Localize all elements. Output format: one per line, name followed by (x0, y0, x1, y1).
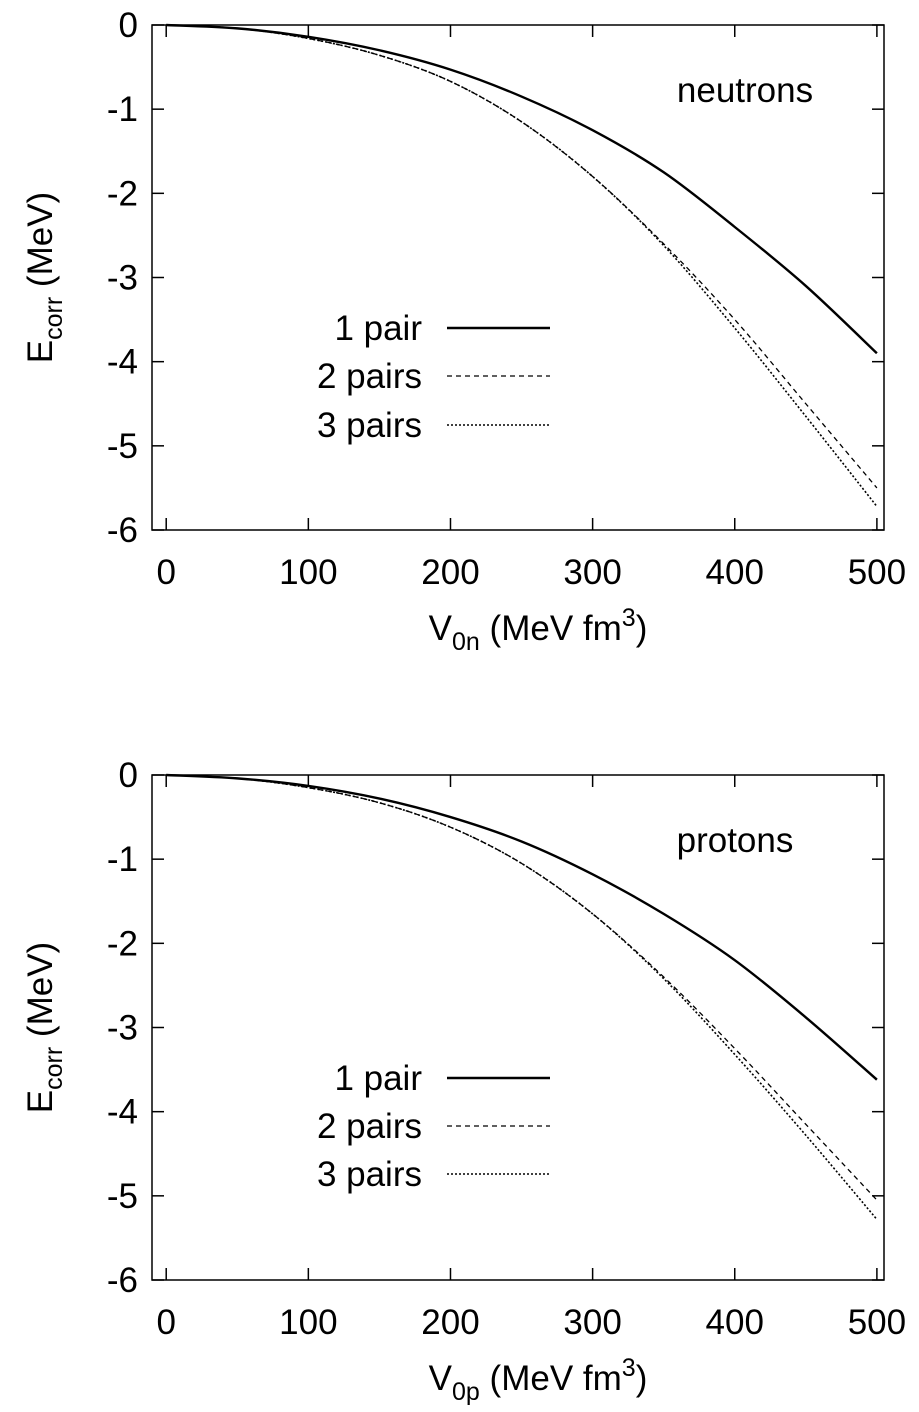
x-tick-label: 500 (848, 553, 906, 592)
x-tick-label: 400 (706, 1303, 764, 1342)
x-axis-label: V0n (MeV fm3) (429, 604, 648, 656)
y-axis-label-units: (MeV) (21, 942, 60, 1047)
x-tick-label: 300 (563, 553, 621, 592)
x-tick-label: 100 (279, 1303, 337, 1342)
y-tick-label: -1 (107, 840, 138, 879)
series-line-3-pairs (166, 774, 878, 1220)
legend-label: 3 pairs (317, 1155, 422, 1194)
y-axis-label: Ecorr (MeV) (21, 192, 68, 363)
x-tick-label: 500 (848, 1303, 906, 1342)
x-tick-label: 200 (421, 1303, 479, 1342)
x-tick-label: 100 (279, 553, 337, 592)
x-tick-label: 200 (421, 553, 479, 592)
legend-label: 1 pair (334, 309, 422, 348)
series-line-3-pairs (166, 24, 878, 507)
x-axis-label-main: V (429, 1359, 453, 1398)
x-axis-label-close: ) (636, 609, 648, 648)
y-axis-label-units: (MeV) (21, 192, 60, 297)
x-axis-label-close: ) (636, 1359, 648, 1398)
series-line-1-pair (166, 773, 878, 1081)
y-tick-label: -5 (107, 1177, 138, 1216)
y-tick-label: 0 (119, 756, 138, 795)
x-axis-label-superscript: 3 (622, 604, 636, 632)
x-tick-label: 400 (706, 553, 764, 592)
legend-label: 1 pair (334, 1059, 422, 1098)
y-tick-label: -4 (107, 343, 138, 382)
y-tick-label: -4 (107, 1093, 138, 1132)
y-tick-label: -6 (107, 1261, 138, 1300)
y-tick-label: 0 (119, 6, 138, 45)
x-axis-label-superscript: 3 (622, 1354, 636, 1382)
chart-annotation: neutrons (677, 71, 813, 110)
y-axis-label-main: E (21, 1090, 60, 1113)
legend-label: 2 pairs (317, 1107, 422, 1146)
x-axis-label-main: V (429, 609, 453, 648)
top-chart-neutrons: 0 100 200 300 400 500 0 -1 -2 -3 -4 -5 -6 V0n (MeV fm… (21, 6, 906, 656)
x-axis-label-units: (MeV fm (480, 1359, 622, 1398)
x-axis-label: V0p (MeV fm3) (429, 1354, 648, 1406)
series-line-1-pair (166, 23, 878, 355)
y-axis-label-subscript: corr (40, 297, 68, 340)
x-axis-label-subscript: 0n (452, 628, 480, 656)
y-tick-label: -3 (107, 1009, 138, 1048)
x-tick-label: 0 (156, 1303, 175, 1342)
y-tick-label: -2 (107, 924, 138, 963)
legend-label: 3 pairs (317, 406, 422, 445)
y-axis-label: Ecorr (MeV) (21, 942, 68, 1113)
y-axis-label-main: E (21, 340, 60, 363)
y-axis-label-subscript: corr (40, 1047, 68, 1090)
x-tick-label: 300 (563, 1303, 621, 1342)
y-tick-label: -5 (107, 427, 138, 466)
y-tick-label: -2 (107, 174, 138, 213)
x-axis-label-units: (MeV fm (480, 609, 622, 648)
y-tick-label: -1 (107, 90, 138, 129)
x-tick-label: 0 (156, 553, 175, 592)
bottom-chart-protons: 0 100 200 300 400 500 0 -1 -2 -3 -4 -5 -6 V0p (MeV fm… (21, 756, 906, 1406)
chart-annotation: protons (677, 821, 794, 860)
y-tick-label: -6 (107, 511, 138, 550)
y-tick-label: -3 (107, 259, 138, 298)
series-line-2-pairs (166, 774, 878, 1201)
x-axis-label-subscript: 0p (452, 1378, 480, 1406)
legend-label: 2 pairs (317, 357, 422, 396)
